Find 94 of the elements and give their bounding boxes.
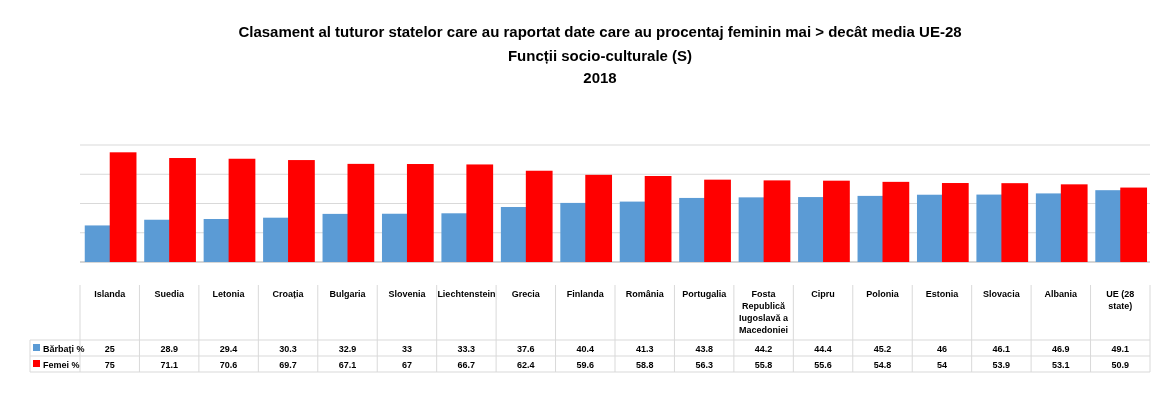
data-label: 49.1 [1111, 343, 1130, 354]
bar [144, 219, 171, 262]
bar [857, 195, 885, 262]
data-label: 70.6 [219, 359, 238, 370]
x-tick-label: Suedia [154, 289, 185, 299]
bar [560, 202, 588, 262]
x-tick-label: UE (28 state) [1106, 289, 1135, 311]
bar [109, 152, 137, 262]
x-tick-label: Slovenia [388, 289, 427, 299]
data-label: 75 [104, 359, 115, 370]
x-tick-label: Liechtenstein [437, 289, 496, 299]
data-label: 55.6 [814, 359, 832, 370]
bar [381, 213, 409, 262]
bar [704, 179, 731, 262]
bar [941, 183, 969, 262]
data-label: 40.4 [576, 343, 595, 354]
bar [823, 180, 850, 262]
x-tick-label: Polonia [866, 289, 900, 299]
bar [406, 164, 434, 262]
bar [228, 158, 256, 262]
bar [882, 181, 910, 262]
data-label: 29.4 [219, 343, 238, 354]
bar [1001, 183, 1029, 262]
x-tick-label: România [625, 289, 665, 299]
data-label: 55.8 [754, 359, 773, 370]
data-label: 53.1 [1052, 359, 1070, 370]
data-label: 54 [936, 359, 947, 370]
x-tick-label: Croația [272, 289, 305, 299]
data-label: 41.3 [635, 343, 654, 354]
data-label: 33.3 [457, 343, 476, 354]
bar [203, 219, 231, 262]
bar [84, 225, 112, 262]
x-tick-label: Cipru [811, 289, 835, 299]
data-label: 44.4 [814, 343, 832, 354]
x-tick-label: Letonia [212, 289, 246, 299]
data-label: 43.8 [695, 343, 713, 354]
bar [322, 213, 350, 262]
data-label: 71.1 [160, 359, 178, 370]
data-label: 54.8 [873, 359, 892, 370]
data-label: 67.1 [338, 359, 357, 370]
x-tick-label: Slovacia [983, 289, 1021, 299]
data-label: 32.9 [338, 343, 357, 354]
bar [798, 197, 825, 262]
data-label: 46 [936, 343, 947, 354]
x-tick-label: Albania [1044, 289, 1079, 299]
data-label: 56.3 [695, 359, 713, 370]
x-tick-label: Bulgaria [329, 289, 367, 299]
chart-title: Clasament al tuturor statelor care au raportat date care au procentaj feminin mai > decât media UE-28 [238, 23, 962, 40]
data-label: 69.7 [279, 359, 297, 370]
bar [1035, 193, 1063, 262]
x-tick-label: Fosta Republică Iugoslavă a Macedoniei [739, 289, 790, 335]
data-label: 28.9 [160, 343, 178, 354]
bar [525, 170, 553, 262]
data-label: 67 [401, 359, 412, 370]
data-label: 50.9 [1111, 359, 1130, 370]
legend-label: Femei % [43, 359, 80, 370]
data-label: 44.2 [754, 343, 773, 354]
data-label: 37.6 [517, 343, 535, 354]
data-label: 53.9 [992, 359, 1011, 370]
bar [263, 217, 290, 262]
data-label: 59.6 [576, 359, 595, 370]
x-tick-label: Portugalia [682, 289, 728, 299]
data-label: 62.4 [517, 359, 535, 370]
x-tick-label: Grecia [511, 289, 541, 299]
bar [679, 197, 706, 262]
x-tick-label: Finlanda [566, 289, 605, 299]
x-tick-label: Estonia [925, 289, 960, 299]
data-label: 45.2 [873, 343, 892, 354]
bar [738, 197, 766, 262]
bar [169, 158, 196, 262]
data-label: 46.1 [992, 343, 1011, 354]
bar [347, 163, 375, 262]
bar [500, 207, 528, 262]
data-label: 30.3 [279, 343, 297, 354]
bar [619, 201, 647, 262]
data-label: 33 [401, 343, 412, 354]
chart-subtitle: Funcții socio-culturale (S) 2018 [507, 47, 693, 86]
x-tick-label: Islanda [94, 289, 127, 299]
bar [585, 174, 613, 262]
legend-label: Bărbați % [43, 343, 85, 354]
bar [1120, 187, 1148, 262]
bar [976, 194, 1004, 262]
bar [441, 213, 469, 262]
bar [288, 160, 315, 262]
bar [1060, 184, 1088, 262]
bar [1095, 190, 1123, 262]
data-label: 66.7 [457, 359, 476, 370]
data-label: 58.8 [635, 359, 654, 370]
bar [916, 194, 944, 262]
data-label: 25 [104, 343, 115, 354]
data-label: 46.9 [1052, 343, 1070, 354]
bar [763, 180, 791, 262]
bar [644, 176, 672, 262]
bar [466, 164, 494, 262]
